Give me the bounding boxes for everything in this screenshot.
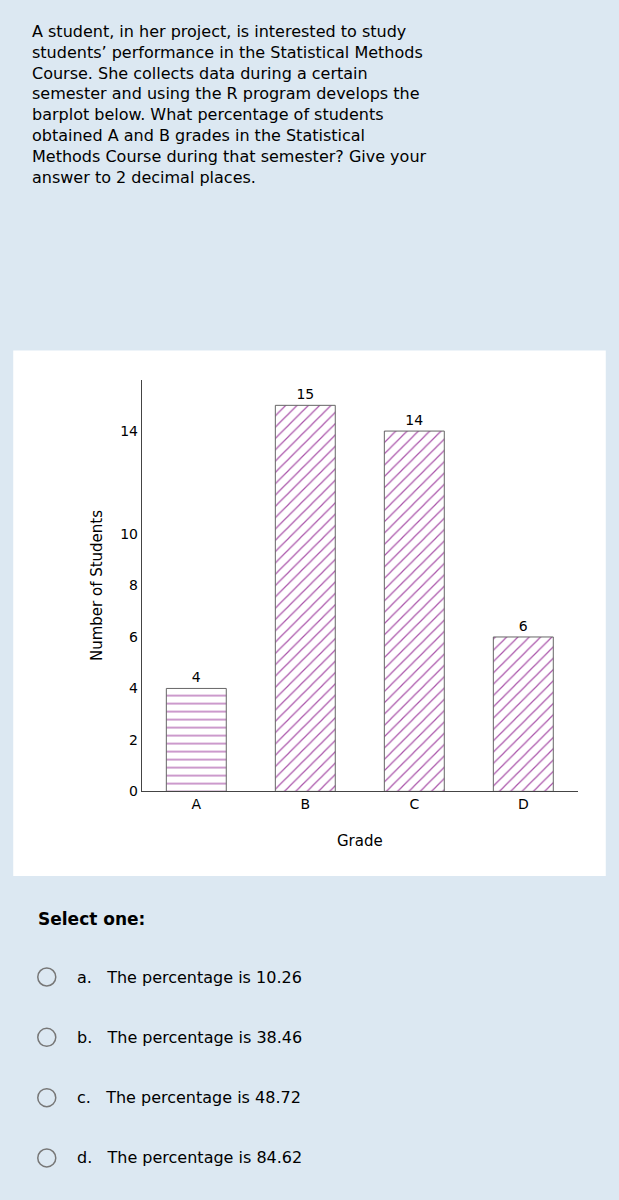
svg-text:0: 0 (129, 783, 138, 799)
svg-text:Grade: Grade (337, 832, 383, 850)
svg-text:15: 15 (296, 386, 314, 402)
svg-text:14: 14 (120, 423, 138, 439)
svg-text:4: 4 (192, 669, 201, 685)
svg-text:6: 6 (129, 629, 138, 645)
svg-text:10: 10 (120, 526, 138, 542)
svg-text:A: A (192, 796, 202, 812)
svg-text:14: 14 (405, 412, 423, 428)
svg-text:d. The percentage is 84.62: d. The percentage is 84.62 (77, 1148, 302, 1167)
svg-text:a. The percentage is 10.26: a. The percentage is 10.26 (77, 968, 302, 987)
svg-text:D: D (518, 796, 529, 812)
svg-text:c. The percentage is 48.72: c. The percentage is 48.72 (77, 1088, 301, 1107)
svg-text:B: B (301, 796, 311, 812)
svg-text:2: 2 (129, 732, 138, 748)
svg-text:A student, in her project, is: A student, in her project, is interested… (32, 22, 427, 187)
svg-text:C: C (409, 796, 419, 812)
svg-text:b. The percentage is 38.46: b. The percentage is 38.46 (77, 1028, 302, 1047)
svg-text:Number of Students: Number of Students (88, 510, 106, 661)
svg-text:8: 8 (129, 577, 138, 593)
svg-text:4: 4 (129, 680, 138, 696)
svg-text:Select one:: Select one: (38, 909, 145, 929)
svg-text:6: 6 (519, 618, 528, 634)
